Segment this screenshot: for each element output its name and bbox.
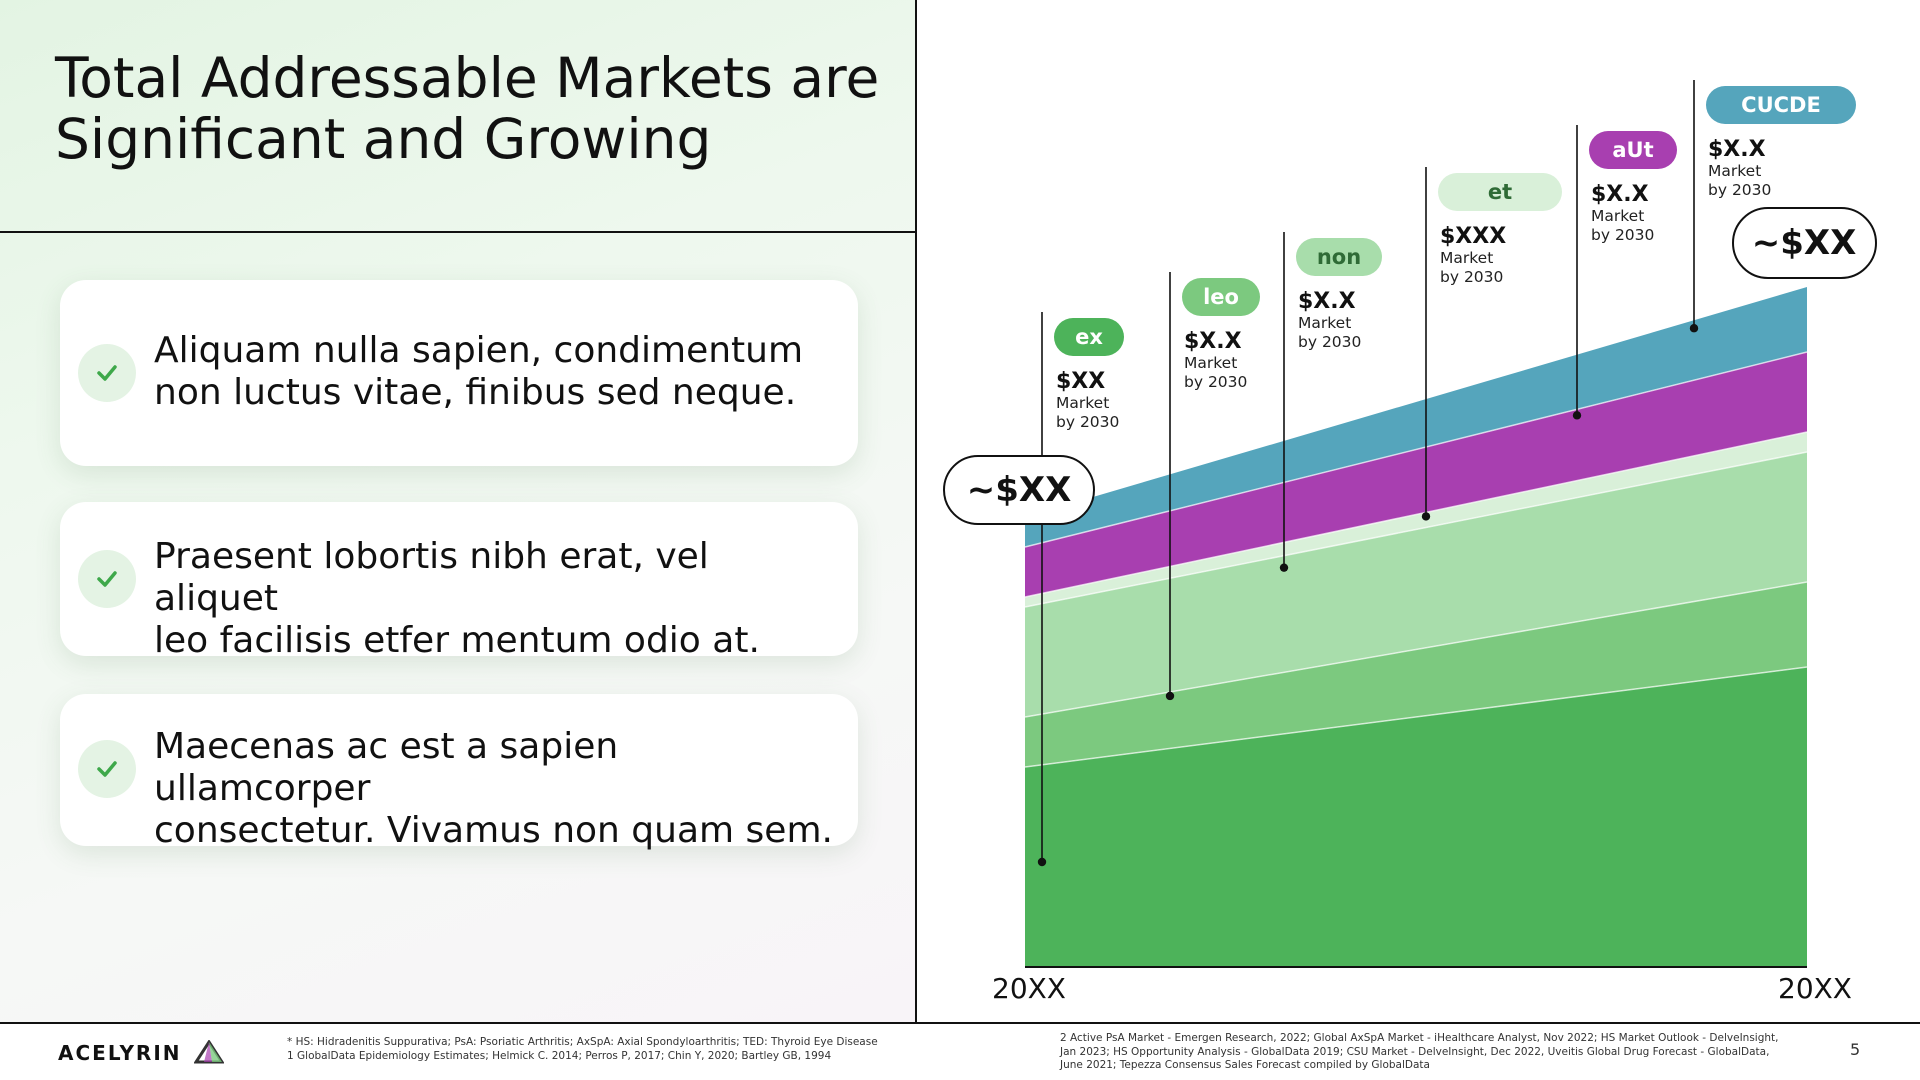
callout-note-et: Market (1440, 249, 1493, 267)
footer-rule (0, 1022, 1920, 1024)
callout-note-leo: by 2030 (1184, 373, 1247, 391)
footnote-right: 2 Active PsA Market - Emergen Research, … (1060, 1032, 1779, 1071)
bullet-text: Praesent lobortis nibh erat, vel aliquet… (154, 536, 760, 661)
leader-dot-aUt (1572, 411, 1582, 420)
area-band-non (1025, 432, 1807, 607)
x-tick-label-end: 20XX (1778, 972, 1852, 1005)
leader-dot-leo (1165, 691, 1175, 701)
band-separator (1024, 581, 1808, 718)
total-label-start: ~$XX (967, 470, 1072, 510)
total-bubble-end (1732, 207, 1877, 279)
footnote-left: * HS: Hidradenitis Suppurativa; PsA: Pso… (287, 1036, 878, 1062)
callout-value-CUCDE: $X.X (1708, 137, 1766, 162)
callout-note-ex: by 2030 (1056, 413, 1119, 431)
band-separator (1024, 431, 1808, 598)
callout-pill-et (1438, 173, 1562, 211)
company-logo: ACELYRIN (58, 1039, 226, 1065)
band-separator (1024, 666, 1808, 768)
callout-value-aUt: $X.X (1591, 182, 1649, 207)
page-number: 5 (1850, 1040, 1861, 1059)
callout-pill-aUt (1589, 131, 1677, 169)
callout-pill-leo (1182, 278, 1260, 316)
x-tick-label-start: 20XX (992, 972, 1066, 1005)
callout-value-non: $X.X (1298, 289, 1356, 314)
check-icon (78, 550, 136, 608)
callout-note-ex: Market (1056, 394, 1109, 412)
total-bubble-start (943, 455, 1095, 525)
leader-dot-ex (1037, 857, 1047, 867)
total-label-end: ~$XX (1752, 223, 1857, 263)
leader-dot-non (1279, 563, 1289, 572)
area-band-leo (1025, 452, 1807, 717)
callout-pill-ex (1054, 318, 1124, 356)
slide-title: Total Addressable Markets are Significan… (55, 48, 895, 170)
callout-pill-CUCDE (1706, 86, 1856, 124)
vertical-divider (915, 0, 917, 1024)
callout-label-leo: leo (1203, 285, 1239, 309)
area-band-et (1025, 352, 1807, 597)
band-separator (1024, 351, 1808, 548)
callout-label-aUt: aUt (1612, 138, 1653, 162)
logo-triangle-icon (193, 1039, 226, 1064)
callout-label-ex: ex (1075, 325, 1103, 349)
bullet-text: Maecenas ac est a sapien ullamcorper cons… (154, 726, 833, 851)
bullet-text: Aliquam nulla sapien, condimentum non luc… (154, 330, 804, 413)
title-line-1: Total Addressable Markets are (55, 46, 880, 110)
title-divider (0, 231, 915, 233)
callout-value-ex: $XX (1056, 369, 1105, 394)
callout-value-et: $XXX (1440, 224, 1506, 249)
callout-note-CUCDE: by 2030 (1708, 181, 1771, 199)
callout-value-leo: $X.X (1184, 329, 1242, 354)
area-band-aUt (1025, 287, 1807, 547)
callout-note-non: by 2030 (1298, 333, 1361, 351)
band-separator (1024, 451, 1808, 608)
bullet-card-3: Maecenas ac est a sapien ullamcorper cons… (60, 694, 858, 851)
callout-label-et: et (1488, 180, 1512, 204)
callout-label-CUCDE: CUCDE (1741, 93, 1821, 117)
callout-note-aUt: Market (1591, 207, 1644, 225)
callout-note-CUCDE: Market (1708, 162, 1761, 180)
callout-note-leo: Market (1184, 354, 1237, 372)
callout-note-et: by 2030 (1440, 268, 1503, 286)
title-line-2: Significant and Growing (55, 107, 712, 171)
callout-note-non: Market (1298, 314, 1351, 332)
callout-pill-non (1296, 238, 1382, 276)
bullet-card-1: Aliquam nulla sapien, condimentum non luc… (60, 280, 858, 466)
area-band-segment-1 (1025, 582, 1807, 767)
check-icon (78, 740, 136, 798)
check-icon (78, 344, 136, 402)
callout-note-aUt: by 2030 (1591, 226, 1654, 244)
leader-dot-CUCDE (1689, 324, 1699, 333)
leader-dot-et (1421, 512, 1431, 521)
callout-label-non: non (1317, 245, 1361, 269)
bullet-card-2: Praesent lobortis nibh erat, vel aliquet… (60, 502, 858, 661)
